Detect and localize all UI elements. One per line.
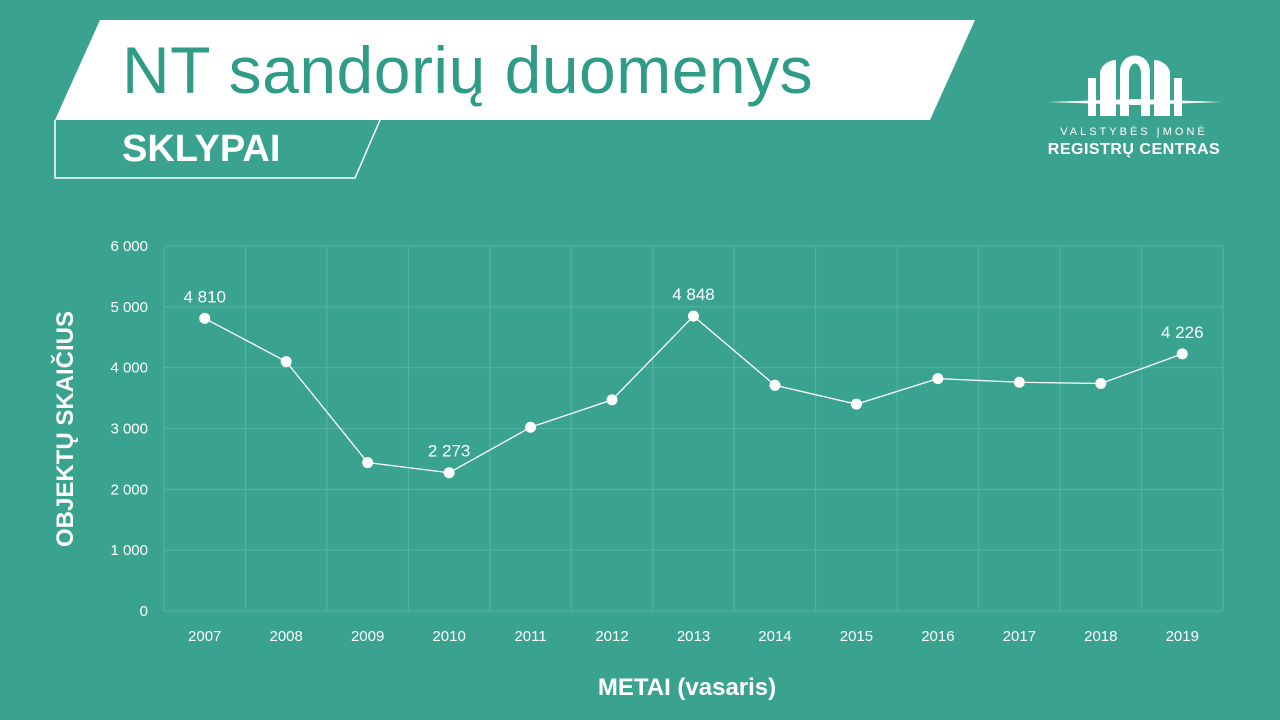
- data-label: 4 848: [672, 285, 715, 304]
- chart-data-labels: 4 810 2 273 4 848 4 226: [183, 285, 1203, 461]
- subtitle-banner-outline: [54, 119, 381, 179]
- data-point: [932, 373, 944, 385]
- page-title: NT sandorių duomenys: [122, 33, 814, 107]
- data-point: [769, 379, 781, 391]
- data-point: [1095, 377, 1107, 389]
- y-tick-label: 4 000: [110, 360, 148, 377]
- x-tick-label: 2013: [677, 628, 710, 645]
- logo-text-line2: REGISTRŲ CENTRAS: [1047, 141, 1221, 158]
- x-tick-label: 2017: [1003, 628, 1036, 645]
- x-tick-label: 2010: [432, 628, 465, 645]
- logo-arch: [1120, 55, 1150, 116]
- data-point: [688, 310, 699, 322]
- chart-axes: 0 1 000 2 000 3 000 4 000 5 000 6 000 2007 2008 2…: [110, 238, 1199, 645]
- y-tick-label: 6 000: [110, 238, 148, 255]
- logo-left-column: [1088, 78, 1096, 116]
- chart-series: [199, 310, 1188, 479]
- data-point: [199, 312, 211, 324]
- x-tick-label: 2009: [351, 628, 384, 645]
- logo-text-line1: VALSTYBĖS ĮMONĖ: [1060, 126, 1208, 138]
- data-point: [606, 394, 618, 406]
- data-point: [280, 356, 292, 368]
- x-tick-label: 2014: [758, 628, 791, 645]
- x-tick-label: 2019: [1166, 628, 1199, 645]
- y-tick-label: 1 000: [110, 542, 148, 559]
- y-tick-label: 3 000: [110, 421, 148, 438]
- data-label: 4 226: [1161, 323, 1204, 342]
- x-tick-label: 2007: [188, 628, 221, 645]
- data-point: [443, 467, 455, 479]
- data-label: 2 273: [428, 442, 471, 461]
- x-tick-label: 2011: [514, 628, 546, 645]
- data-point: [362, 457, 374, 469]
- building-arch-icon: [1048, 55, 1222, 116]
- data-point: [850, 398, 862, 410]
- data-label: 4 810: [183, 287, 226, 306]
- title-banner: [54, 20, 975, 179]
- x-axis-title: METAI (vasaris): [598, 674, 776, 701]
- page-subtitle: SKLYPAI: [122, 128, 281, 170]
- series-line: [204, 315, 1183, 474]
- title-banner-shape: [55, 20, 975, 120]
- y-tick-label: 5 000: [110, 299, 148, 316]
- data-point: [525, 421, 537, 433]
- data-point: [1013, 376, 1025, 388]
- y-tick-label: 2 000: [110, 481, 148, 498]
- x-tick-label: 2012: [595, 628, 628, 645]
- logo-left-wing: [1100, 60, 1116, 116]
- y-tick-label: 0: [140, 603, 148, 620]
- chart-grid: [163, 245, 1224, 612]
- logo-right-wing: [1154, 60, 1170, 116]
- logo-right-column: [1174, 78, 1182, 116]
- x-tick-label: 2008: [270, 628, 303, 645]
- x-tick-label: 2015: [840, 628, 873, 645]
- x-tick-label: 2018: [1084, 628, 1117, 645]
- data-point: [1176, 348, 1188, 360]
- x-tick-label: 2016: [921, 628, 954, 645]
- y-axis-title: OBJEKTŲ SKAIČIUS: [51, 311, 79, 547]
